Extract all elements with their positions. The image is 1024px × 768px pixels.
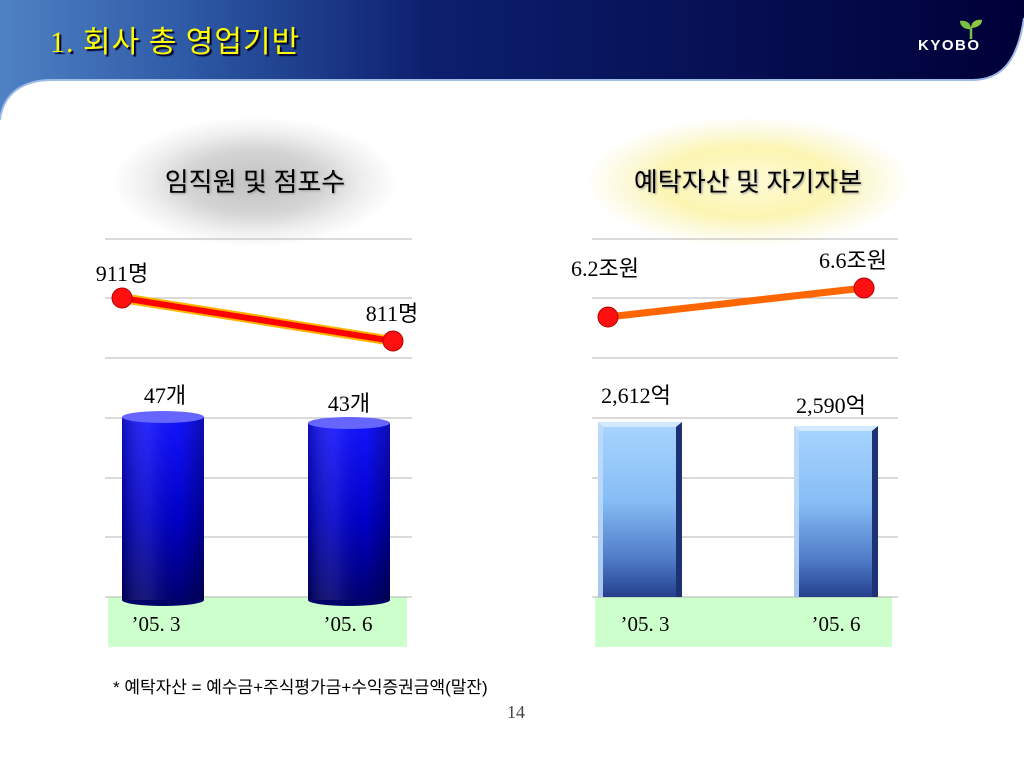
header-band-edge [0, 17, 1024, 121]
line-point [597, 306, 619, 328]
bar-shading [122, 417, 204, 600]
line-series [604, 284, 868, 321]
bar-value-label: 47개 [144, 383, 186, 408]
sprout-leaf-left [960, 20, 971, 30]
chart-heading-glow [115, 118, 395, 246]
bar [794, 426, 878, 597]
line-point [382, 330, 404, 352]
line-point [111, 287, 133, 309]
kyobo-logo: KYOBO [912, 16, 992, 60]
logo-text: KYOBO [918, 37, 981, 54]
sprout-icon [960, 19, 982, 40]
bar-bevel-left [794, 426, 799, 597]
chart-heading: 예탁자산 및 자기자본 [633, 168, 863, 197]
header-band [0, 0, 1024, 121]
header-band-shape [0, 0, 1024, 120]
line-value-label: 811명 [366, 301, 418, 326]
slide-title: 1. 회사 총 영업기반 [50, 26, 301, 59]
bar [122, 411, 204, 606]
bar [598, 422, 682, 597]
line-value-label: 6.6조원 [819, 248, 887, 273]
bar-bevel-left [598, 422, 603, 597]
assets-equity-chart: 2,612억 2,590억 6.2조원 6.6조원 ’05. 3 ’05. 6 [571, 238, 898, 647]
bar-shading [308, 423, 390, 600]
sprout-leaf-right [971, 19, 982, 28]
category-band [595, 597, 892, 647]
page-number: 14 [507, 702, 525, 722]
bar-cap [308, 417, 390, 429]
line-value-label: 911명 [96, 261, 148, 286]
staff-branch-chart: 47개 43개 911명 811명 ’05. 3 ’05. 6 [96, 238, 418, 647]
bar-value-label: 2,590억 [796, 393, 866, 418]
category-label: ’05. 3 [621, 612, 670, 636]
line-series [119, 295, 396, 345]
bar-bevel-top [794, 426, 878, 432]
bar-bevel-right [872, 426, 878, 597]
chart-heading-glow [588, 118, 908, 246]
bar-value-label: 2,612억 [601, 383, 671, 408]
bar-body [598, 422, 682, 597]
chart-heading: 임직원 및 점포수 [164, 168, 346, 197]
bar-body [794, 426, 878, 597]
line-value-label: 6.2조원 [571, 256, 639, 281]
bar [308, 417, 390, 606]
bar-value-label: 43개 [328, 391, 370, 416]
bar-bevel-top [598, 422, 682, 428]
bar-bevel-right [676, 422, 682, 597]
category-label: ’05. 3 [132, 612, 181, 636]
bar-cap [122, 411, 204, 423]
category-label: ’05. 6 [324, 612, 373, 636]
line-point [853, 277, 875, 299]
category-label: ’05. 6 [812, 612, 861, 636]
footnote: * 예탁자산 = 예수금+주식평가금+수익증권금액(말잔) [113, 678, 488, 697]
